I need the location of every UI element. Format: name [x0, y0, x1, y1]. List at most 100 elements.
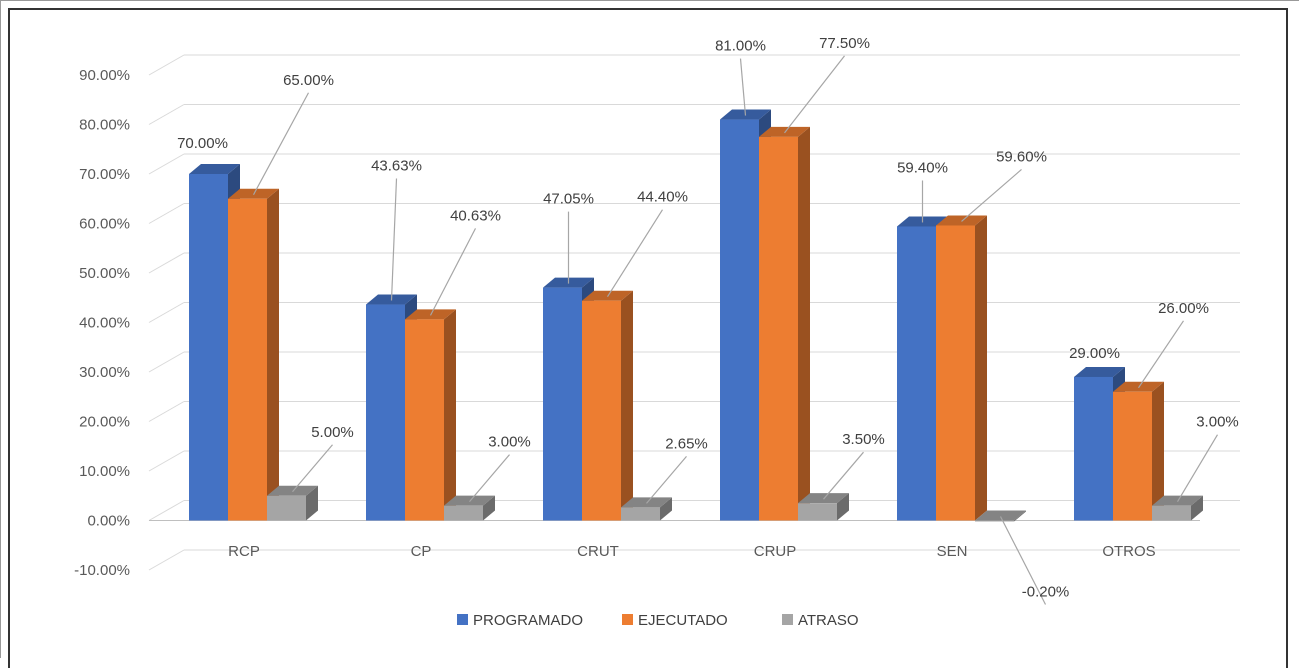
leader-line	[292, 444, 333, 493]
bar-front	[405, 319, 444, 521]
bar-top	[189, 164, 240, 174]
bar-side	[1014, 510, 1026, 522]
bar-front	[1074, 376, 1113, 521]
gridline-diagonal	[148, 500, 185, 521]
x-tick-label: CRUT	[577, 543, 619, 560]
leader-line	[429, 228, 477, 316]
data-label: -0.20%	[1022, 584, 1070, 601]
bars	[189, 109, 1203, 522]
bar-side	[1191, 495, 1203, 521]
y-tick-label: 60.00%	[79, 216, 130, 233]
legend-label: ATRASO	[798, 612, 859, 629]
y-tick-label: 50.00%	[79, 265, 130, 282]
data-label: 43.63%	[371, 158, 422, 175]
x-tick-label: RCP	[228, 543, 260, 560]
bar-front	[1152, 505, 1191, 521]
data-label: 3.50%	[842, 431, 885, 448]
bar-front	[189, 174, 228, 521]
bar-atraso-crup	[798, 493, 849, 521]
y-axis-ticks: -10.00% 0.00% 10.00% 20.00% 30.00% 40.00% 50.0…	[74, 67, 130, 579]
y-tick-label: 10.00%	[79, 463, 130, 480]
bar-ejecutado-otros	[1113, 381, 1164, 521]
bar-top	[444, 495, 495, 506]
bar-front	[975, 520, 1014, 522]
leader-line	[390, 178, 398, 301]
bar-atraso-sen	[975, 510, 1026, 522]
legend-label: PROGRAMADO	[473, 612, 583, 629]
x-axis-ticks: RCP CP CRUT CRUP SEN OTROS	[228, 543, 1156, 560]
legend: PROGRAMADO EJECUTADO ATRASO	[457, 612, 859, 629]
leader-line	[252, 92, 310, 196]
data-label: 3.00%	[488, 434, 531, 451]
gridline-diagonal	[148, 401, 185, 422]
bar-side	[306, 485, 318, 521]
bar-front	[936, 225, 975, 521]
y-tick-label: 90.00%	[79, 67, 130, 84]
bar-front	[366, 304, 405, 521]
bar-ejecutado-crut	[582, 290, 633, 521]
leader-line	[1176, 434, 1219, 502]
bar-side	[798, 126, 810, 521]
bar-side	[621, 290, 633, 521]
legend-item-ejecutado: EJECUTADO	[622, 612, 728, 629]
bar-side	[975, 215, 987, 521]
bar-side	[444, 309, 456, 521]
legend-swatch	[457, 614, 468, 625]
data-label: 65.00%	[283, 72, 334, 89]
data-label: 2.65%	[665, 435, 708, 452]
data-label: 40.63%	[450, 207, 501, 224]
y-tick-label: 20.00%	[79, 414, 130, 431]
data-label: 26.00%	[1158, 300, 1209, 317]
gridline-diagonal	[148, 549, 185, 571]
bar-front	[798, 503, 837, 521]
bar-front	[1113, 391, 1152, 521]
gridline-diagonal	[148, 302, 185, 323]
bar-top	[267, 485, 318, 496]
bar-ejecutado-crup	[759, 126, 810, 521]
bar-ejecutado-sen	[936, 215, 987, 521]
bar-top	[621, 497, 672, 508]
bar-top	[759, 126, 810, 137]
data-label: 77.50%	[819, 35, 870, 52]
leader-line	[823, 451, 864, 500]
bar-side	[660, 497, 672, 521]
gridline-diagonal	[148, 153, 185, 175]
leader-line	[784, 55, 845, 134]
data-label: 44.40%	[637, 189, 688, 206]
leader-line	[739, 58, 747, 116]
leader-line	[606, 209, 664, 298]
legend-label: EJECUTADO	[638, 612, 728, 629]
leader-line	[469, 454, 510, 503]
chart-frame: -10.00% 0.00% 10.00% 20.00% 30.00% 40.00% 50.0…	[8, 8, 1288, 668]
gridline-diagonal	[148, 252, 185, 274]
bar-top	[936, 215, 987, 226]
leader-line	[1138, 320, 1184, 389]
bar-front	[897, 226, 936, 521]
bar-front	[720, 119, 759, 521]
bar-atraso-otros	[1152, 495, 1203, 521]
bar-ejecutado-cp	[405, 309, 456, 521]
legend-item-programado: PROGRAMADO	[457, 612, 583, 629]
data-label: 59.60%	[996, 148, 1047, 165]
bar-atraso-crut	[621, 497, 672, 521]
bar-front	[444, 505, 483, 521]
y-tick-label: -10.00%	[74, 562, 130, 579]
y-tick-label: 30.00%	[79, 364, 130, 381]
x-tick-label: SEN	[937, 543, 968, 560]
gridline-diagonal	[148, 450, 185, 472]
bar-atraso-cp	[444, 495, 495, 521]
label-leaders	[252, 55, 1219, 605]
gridline-diagonal	[148, 54, 185, 76]
bar-top	[975, 510, 1026, 521]
bar-front	[543, 287, 582, 521]
bar-side	[1152, 381, 1164, 521]
bar-front	[228, 198, 267, 521]
data-label: 81.00%	[715, 38, 766, 55]
bar-top	[798, 493, 849, 504]
bar-top	[1074, 366, 1125, 377]
data-label: 59.40%	[897, 159, 948, 176]
legend-item-atraso: ATRASO	[782, 612, 859, 629]
leader-line	[999, 516, 1047, 605]
data-label: 47.05%	[543, 191, 594, 208]
